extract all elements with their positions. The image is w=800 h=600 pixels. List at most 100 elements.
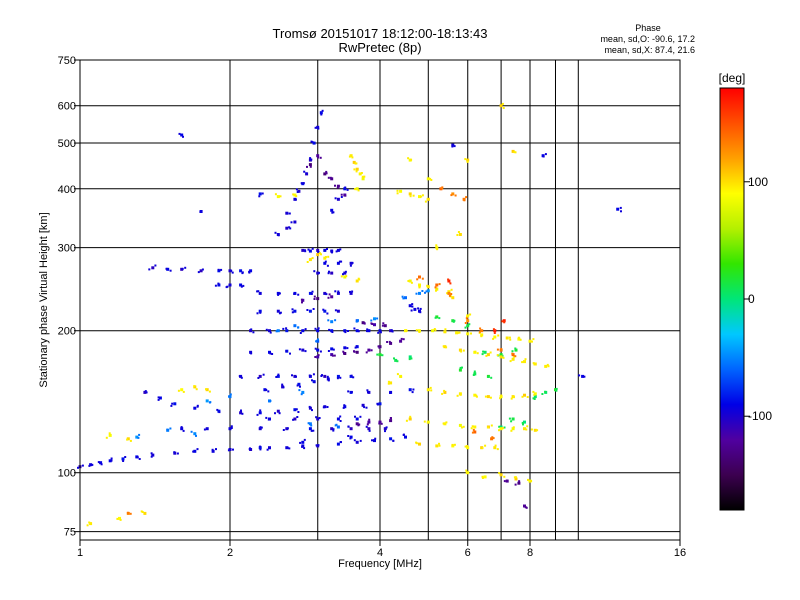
data-point-echo <box>287 447 289 449</box>
data-point-echo <box>353 168 355 170</box>
data-point-echo <box>197 406 199 408</box>
data-point-echo <box>283 429 285 431</box>
data-point-echo <box>217 283 219 285</box>
data-point <box>389 437 392 440</box>
data-point-echo <box>492 338 494 340</box>
data-point-echo <box>120 519 122 521</box>
data-point <box>404 436 407 439</box>
data-point-echo <box>303 182 305 184</box>
data-point-echo <box>277 294 279 296</box>
data-point-echo <box>460 367 462 369</box>
data-point <box>293 324 296 327</box>
data-point-echo <box>355 162 357 164</box>
data-point-echo <box>206 428 208 430</box>
x-tick-label: 16 <box>674 547 686 559</box>
data-point-echo <box>494 332 496 334</box>
data-point <box>316 297 319 300</box>
colorbar-ticks: -1000100 <box>744 175 772 423</box>
data-point-echo <box>331 251 333 253</box>
data-point-echo <box>88 522 90 524</box>
data-point-echo <box>269 447 271 449</box>
data-point-echo <box>400 376 402 378</box>
data-point-echo <box>218 411 220 413</box>
data-point-echo <box>250 328 252 330</box>
data-point-echo <box>111 460 113 462</box>
data-point-echo <box>215 285 217 287</box>
x-tick-label: 1 <box>77 547 83 559</box>
data-point-echo <box>453 321 455 323</box>
data-point-echo <box>308 422 310 424</box>
data-point-echo <box>327 265 329 267</box>
data-point-echo <box>466 472 468 474</box>
data-point-echo <box>445 346 447 348</box>
data-point <box>459 424 462 427</box>
data-point-echo <box>336 424 338 426</box>
data-point-echo <box>467 161 469 163</box>
data-point-echo <box>304 439 306 441</box>
data-point-echo <box>325 256 327 258</box>
data-point-echo <box>384 430 386 432</box>
data-point-echo <box>182 268 184 270</box>
data-point-echo <box>202 269 204 271</box>
data-point-echo <box>344 331 346 333</box>
data-point-echo <box>430 387 432 389</box>
data-point-echo <box>419 311 421 313</box>
data-point-echo <box>142 511 144 513</box>
data-point-echo <box>332 430 334 432</box>
data-point-echo <box>479 331 481 333</box>
data-point-echo <box>148 268 150 270</box>
data-point-echo <box>309 406 311 408</box>
data-point-echo <box>124 456 126 458</box>
data-point-echo <box>171 403 173 405</box>
data-point-echo <box>536 429 538 431</box>
data-point-echo <box>467 333 469 335</box>
data-point-echo <box>314 298 316 300</box>
data-point-echo <box>311 409 313 411</box>
data-point-echo <box>334 290 336 292</box>
data-point <box>330 295 333 298</box>
data-point <box>301 441 304 444</box>
data-point-echo <box>389 392 391 394</box>
data-point-echo <box>87 524 89 526</box>
data-point-echo <box>335 197 337 199</box>
data-point <box>413 308 416 311</box>
data-point-echo <box>330 177 332 179</box>
x-tick-label: 8 <box>527 547 533 559</box>
data-point-echo <box>532 338 534 340</box>
data-point-echo <box>460 394 462 396</box>
data-point-echo <box>316 444 318 446</box>
data-point-echo <box>259 448 261 450</box>
data-point <box>379 402 382 405</box>
data-point-echo <box>313 373 315 375</box>
data-point-echo <box>181 426 183 428</box>
data-point-echo <box>327 256 329 258</box>
data-point-echo <box>425 201 427 203</box>
data-point-echo <box>325 261 327 263</box>
data-point-echo <box>420 196 422 198</box>
data-point-echo <box>464 158 466 160</box>
data-point-echo <box>292 193 294 195</box>
data-point-echo <box>315 416 317 418</box>
data-point-echo <box>314 381 316 383</box>
data-point-echo <box>317 128 319 130</box>
y-axis-ticks: 75100200300400500600750 <box>58 55 80 539</box>
data-point-echo <box>410 195 412 197</box>
data-point-echo <box>349 437 351 439</box>
data-point-echo <box>334 185 336 187</box>
data-point-echo <box>500 348 502 350</box>
data-point-echo <box>366 407 368 409</box>
data-point-echo <box>402 296 404 298</box>
data-point-echo <box>182 136 184 138</box>
data-point-echo <box>474 351 476 353</box>
data-point <box>337 418 340 421</box>
data-point-echo <box>321 374 323 376</box>
data-point-echo <box>488 376 490 378</box>
data-point-echo <box>469 314 471 316</box>
data-point-echo <box>301 182 303 184</box>
data-point-echo <box>257 312 259 314</box>
data-point-echo <box>445 421 447 423</box>
data-point-echo <box>289 353 291 355</box>
data-point-echo <box>323 406 325 408</box>
data-point <box>435 284 438 287</box>
data-point-echo <box>406 420 408 422</box>
